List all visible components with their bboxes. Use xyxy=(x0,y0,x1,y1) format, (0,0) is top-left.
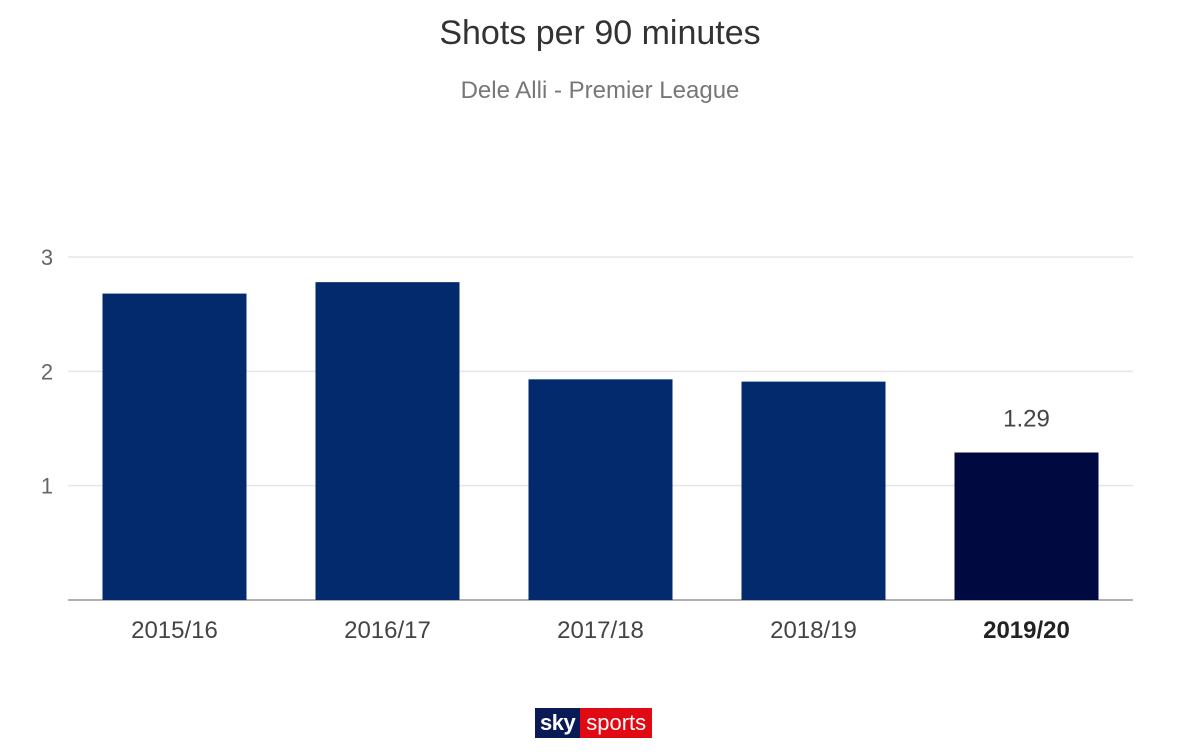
y-tick-label: 1 xyxy=(41,474,53,499)
chart-title: Shots per 90 minutes xyxy=(439,14,761,52)
bar xyxy=(741,381,886,600)
sky-sports-logo: sky sports xyxy=(535,708,653,738)
x-tick-label: 2015/16 xyxy=(131,617,218,644)
y-tick-label: 2 xyxy=(41,359,53,384)
x-tick-label: 2019/20 xyxy=(983,617,1070,644)
y-tick-label: 3 xyxy=(41,245,53,270)
data-label: 1.29 xyxy=(1003,406,1050,433)
x-tick-label: 2018/19 xyxy=(770,617,857,644)
bar xyxy=(954,452,1099,600)
x-tick-label: 2017/18 xyxy=(557,617,644,644)
logo-sports-text: sports xyxy=(580,708,653,738)
bar xyxy=(102,293,247,600)
chart-subtitle: Dele Alli - Premier League xyxy=(460,77,740,104)
x-tick-label: 2016/17 xyxy=(344,617,431,644)
bar xyxy=(315,282,460,600)
bar xyxy=(528,379,673,600)
logo-sky-text: sky xyxy=(535,708,581,738)
